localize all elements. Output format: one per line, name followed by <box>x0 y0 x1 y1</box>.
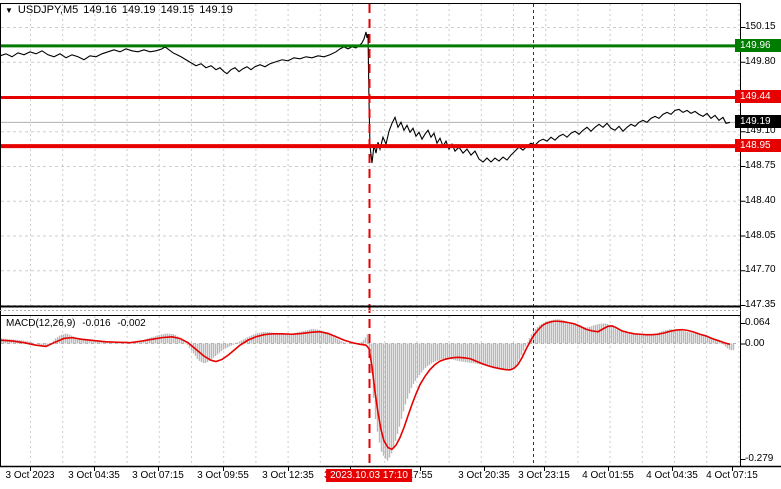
time-axis-label: 4 Oct 01:55 <box>582 470 634 481</box>
time-axis-label: 3 Oct 20:35 <box>458 470 510 481</box>
chevron-down-icon[interactable]: ▼ <box>5 5 13 15</box>
price-line <box>0 31 731 164</box>
chart-header: ▼ USDJPY,M5 149.16 149.19 149.15 149.19 <box>5 4 238 16</box>
time-axis-label: 3 Oct 23:15 <box>518 470 570 481</box>
time-axis-label: 3 Oct 12:35 <box>262 470 314 481</box>
price-axis-label: 147.70 <box>745 264 776 276</box>
time-axis-label: 4 Oct 07:15 <box>706 470 758 481</box>
macd-axis-label: 0.00 <box>745 337 765 349</box>
time-axis-label: 3 Oct 09:55 <box>197 470 249 481</box>
time-axis-label: 3 Oct 07:15 <box>132 470 184 481</box>
price-axis-label: 148.75 <box>745 160 776 171</box>
price-badge: 148.95 <box>735 139 781 153</box>
ohlc-close: 149.19 <box>199 4 233 16</box>
ohlc-high: 149.19 <box>121 4 156 16</box>
price-badge: 149.96 <box>735 38 781 52</box>
price-badge: 149.44 <box>735 90 781 104</box>
time-axis-label: 17:55 <box>407 470 433 481</box>
indicator-name: MACD(12,26,9) <box>6 318 76 329</box>
price-axis-label: 150.15 <box>745 21 776 32</box>
indicator-label: MACD(12,26,9) -0.016 -0.002 <box>6 318 150 329</box>
event-time-badge: 2023.10.03 17:10 <box>326 469 412 482</box>
time-axis-label: 4 Oct 04:35 <box>646 470 698 481</box>
ohlc-low: 149.15 <box>160 4 195 16</box>
price-axis-label: 148.05 <box>745 229 776 241</box>
macd-signal-line <box>0 320 731 451</box>
ohlc-open: 149.16 <box>83 4 117 16</box>
indicator-main-value: -0.016 <box>82 318 111 329</box>
price-badge: 149.19 <box>735 115 781 129</box>
indicator-signal-value: -0.002 <box>117 318 146 329</box>
time-axis-label: 3 Oct 04:35 <box>68 470 120 481</box>
symbol-period-label: USDJPY,M5 <box>17 4 79 16</box>
price-axis-label: 148.40 <box>745 194 776 206</box>
macd-axis-label: -0.279 <box>745 453 774 464</box>
price-axis-label: 149.10 <box>745 125 776 137</box>
macd-axis-label: 0.064 <box>745 317 771 328</box>
time-axis-label: 3 Oct 2023 <box>5 470 55 481</box>
price-axis-label: 149.80 <box>745 55 776 67</box>
price-axis-label: 147.35 <box>745 299 776 310</box>
